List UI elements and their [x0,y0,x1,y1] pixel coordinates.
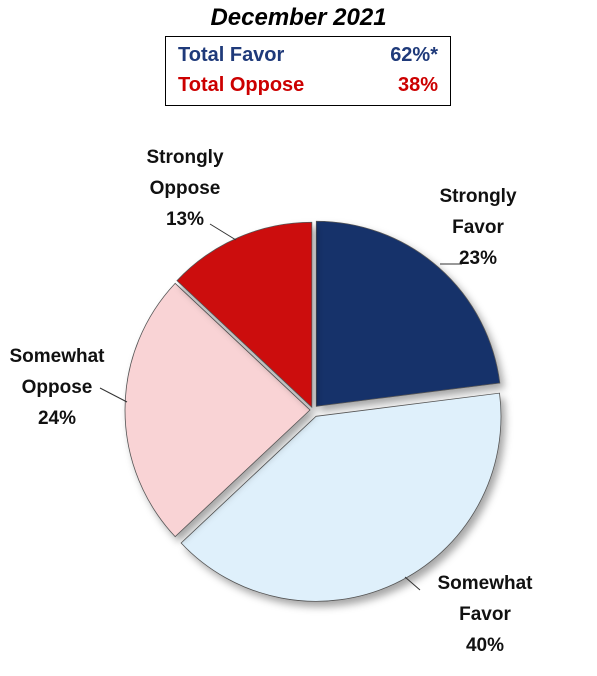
slice-label-somewhat-oppose: Somewhat [9,346,105,367]
pie-slice-strongly-oppose [176,221,313,409]
slice-value-label: 24% [38,408,76,429]
pie-slice-strongly-favor [315,220,501,407]
summary-row-favor: Total Favor 62%* [178,44,438,72]
total-oppose-label: Total Oppose [178,74,305,96]
slice-label-somewhat-favor: Favor [459,604,511,625]
slice-label-strongly-favor: Strongly [439,186,516,207]
slice-label-strongly-oppose: Strongly [146,147,223,168]
summary-box: Total Favor 62%* Total Oppose 38% [165,36,451,106]
slice-value-label: 23% [459,248,497,269]
leader-line [209,223,237,241]
slice-value-label: 13% [166,209,204,230]
total-favor-value: 62%* [390,44,438,66]
slice-label-strongly-oppose: Oppose [150,178,221,199]
pie-slice-somewhat-favor [180,392,502,602]
total-favor-label: Total Favor [178,44,285,66]
slice-label-somewhat-oppose: Oppose [22,377,93,398]
slice-label-somewhat-favor: Somewhat [437,573,533,594]
slice-label-strongly-favor: Favor [452,217,504,238]
summary-row-oppose: Total Oppose 38% [178,74,438,102]
pie-slice-somewhat-oppose [124,282,311,538]
leader-line [99,387,128,403]
total-oppose-value: 38% [397,74,438,96]
slice-value-label: 40% [466,635,504,656]
chart-title: December 2021 [210,4,387,31]
leader-line [404,576,421,591]
